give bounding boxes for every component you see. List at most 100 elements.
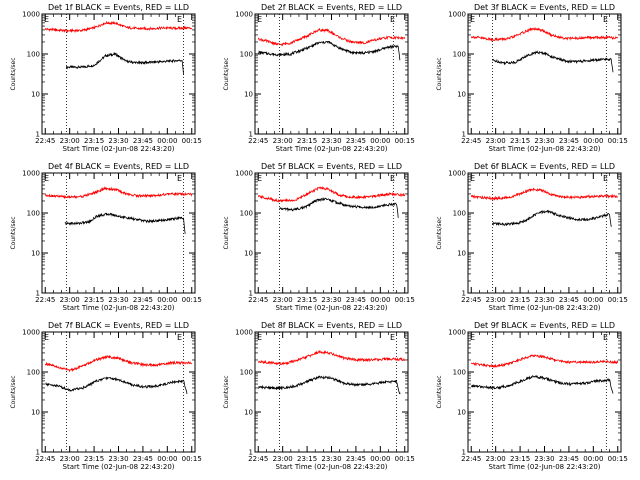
x-tick-label: 00:00: [370, 296, 390, 304]
x-axis-label: Start Time (02-Jun-08 22:43:20): [276, 304, 388, 312]
x-tick-label: 23:15: [84, 455, 104, 463]
y-axis-label: Counts/sec: [10, 216, 17, 249]
y-tick-label: 10: [31, 250, 40, 258]
x-tick-label: 22:45: [35, 296, 55, 304]
series-line-events: [492, 209, 612, 227]
x-tick-label: 22:45: [248, 296, 268, 304]
y-tick-label: 100: [453, 369, 466, 377]
y-tick-label: 100: [27, 51, 40, 59]
y-tick-label: 100: [240, 210, 253, 218]
y-tick-label: 1000: [448, 11, 466, 19]
chart-panel-4: Det 4f BLACK = Events, RED = LLD 1 10 100 10…: [10, 162, 202, 312]
y-tick-label: 100: [27, 369, 40, 377]
x-tick-label: 23:00: [273, 455, 293, 463]
corner-label-left: E: [44, 15, 49, 24]
series-line-lld: [470, 187, 619, 201]
corner-label-right: E: [390, 333, 395, 342]
y-tick-label: 1: [249, 290, 253, 298]
y-tick-label: 100: [453, 51, 466, 59]
x-tick-label: 23:45: [133, 455, 153, 463]
x-tick-label: 00:00: [370, 137, 390, 145]
y-axis-label: Counts/sec: [10, 57, 17, 90]
x-tick-label: 23:45: [559, 137, 579, 145]
x-tick-label: 23:30: [108, 455, 128, 463]
y-axis-label: Counts/sec: [223, 57, 230, 90]
series-line-events: [258, 375, 401, 395]
series-line-events: [45, 376, 188, 394]
y-tick-label: 1: [462, 290, 466, 298]
x-tick-label: 23:30: [108, 137, 128, 145]
corner-label-left: E: [470, 15, 475, 24]
chart-title: Det 2f BLACK = Events, RED = LLD: [261, 3, 402, 12]
x-tick-label: 23:00: [486, 296, 506, 304]
x-tick-label: 23:15: [297, 296, 317, 304]
series-line-lld: [257, 349, 406, 366]
x-tick-label: 23:15: [297, 137, 317, 145]
series-line-lld: [470, 354, 619, 368]
x-axis-label: Start Time (02-Jun-08 22:43:20): [276, 145, 388, 153]
x-tick-label: 23:30: [534, 455, 554, 463]
y-axis-label: Counts/sec: [436, 57, 443, 90]
corner-label-right: E: [603, 333, 608, 342]
corner-label-left: E: [257, 174, 262, 183]
chart-title: Det 4f BLACK = Events, RED = LLD: [48, 162, 189, 171]
x-tick-label: 23:00: [60, 455, 80, 463]
x-tick-label: 23:00: [486, 455, 506, 463]
chart-title: Det 6f BLACK = Events, RED = LLD: [474, 162, 615, 171]
corner-label-right: E: [177, 15, 182, 24]
y-tick-label: 10: [457, 250, 466, 258]
x-tick-label: 00:15: [395, 137, 415, 145]
series-line-events: [470, 374, 614, 394]
x-axis-label: Start Time (02-Jun-08 22:43:20): [63, 145, 175, 153]
y-tick-label: 1: [462, 131, 466, 139]
corner-label-right: E: [390, 174, 395, 183]
x-tick-label: 22:45: [461, 296, 481, 304]
x-tick-label: 22:45: [248, 137, 268, 145]
y-tick-label: 1000: [235, 11, 253, 19]
y-tick-label: 1000: [448, 170, 466, 178]
y-tick-label: 1000: [22, 170, 40, 178]
plot-frame: [467, 331, 622, 453]
corner-label-left: E: [44, 333, 49, 342]
x-tick-label: 00:15: [608, 296, 628, 304]
chart-panel-3: Det 3f BLACK = Events, RED = LLD 1 10 100 10…: [436, 3, 628, 153]
y-tick-label: 1000: [235, 329, 253, 337]
x-tick-label: 22:45: [461, 455, 481, 463]
x-tick-label: 00:00: [157, 455, 177, 463]
x-tick-label: 00:15: [395, 455, 415, 463]
x-tick-label: 23:30: [534, 137, 554, 145]
x-tick-label: 23:45: [346, 137, 366, 145]
x-tick-label: 23:30: [534, 296, 554, 304]
y-tick-label: 10: [244, 250, 253, 258]
series-line-events: [64, 212, 186, 234]
x-tick-label: 22:45: [461, 137, 481, 145]
x-tick-label: 00:15: [608, 455, 628, 463]
chart-panel-6: Det 6f BLACK = Events, RED = LLD 1 10 100 10…: [436, 162, 628, 312]
y-tick-label: 100: [27, 210, 40, 218]
series-line-lld: [44, 354, 193, 373]
chart-panel-1: Det 1f BLACK = Events, RED = LLD 1 10 100 10…: [10, 3, 202, 153]
series-line-events: [258, 40, 401, 61]
y-tick-label: 1: [36, 131, 40, 139]
x-tick-label: 23:30: [108, 296, 128, 304]
x-tick-label: 00:15: [182, 455, 202, 463]
y-tick-label: 1: [36, 290, 40, 298]
y-tick-label: 1000: [448, 329, 466, 337]
x-tick-label: 23:30: [321, 296, 341, 304]
x-tick-label: 22:45: [35, 137, 55, 145]
x-tick-label: 23:45: [559, 296, 579, 304]
series-line-lld: [44, 186, 193, 200]
x-tick-label: 23:45: [133, 137, 153, 145]
chart-title: Det 9f BLACK = Events, RED = LLD: [474, 321, 615, 330]
y-tick-label: 1: [249, 449, 253, 457]
plot-frame: [254, 331, 409, 453]
x-tick-label: 23:15: [510, 296, 530, 304]
x-tick-label: 23:45: [133, 296, 153, 304]
corner-label-left: E: [470, 174, 475, 183]
y-axis-label: Counts/sec: [10, 375, 17, 408]
x-tick-label: 00:00: [157, 137, 177, 145]
x-tick-label: 00:15: [395, 296, 415, 304]
plot-frame: [41, 331, 196, 453]
chart-panel-9: Det 9f BLACK = Events, RED = LLD 1 10 100 10…: [436, 321, 628, 471]
y-tick-label: 10: [457, 409, 466, 417]
